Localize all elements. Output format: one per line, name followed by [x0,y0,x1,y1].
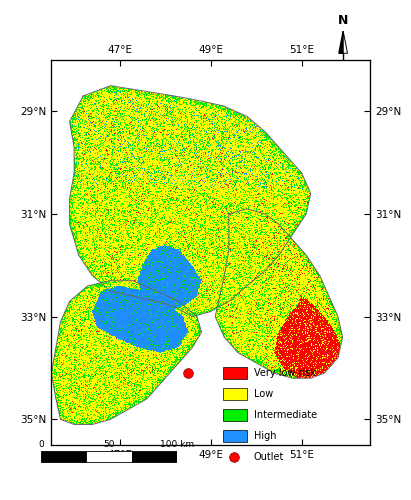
Polygon shape [343,31,348,54]
Polygon shape [86,451,132,462]
Text: 50: 50 [103,440,115,449]
Bar [223,430,247,442]
Text: 0: 0 [38,440,44,449]
Text: N: N [338,14,349,28]
Text: Very low risk: Very low risk [254,368,316,378]
Polygon shape [339,31,343,54]
Polygon shape [132,451,177,462]
Text: Intermediate: Intermediate [254,410,317,420]
Text: High: High [254,431,277,441]
Bar [223,366,247,380]
Bar [223,388,247,400]
Polygon shape [41,451,86,462]
Bar [223,408,247,422]
Text: Outlet: Outlet [254,452,284,462]
Text: 100 km: 100 km [159,440,194,449]
Text: Low: Low [254,389,273,399]
